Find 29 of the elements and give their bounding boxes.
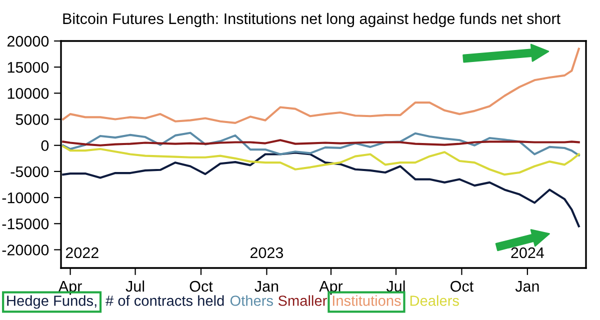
x-tick-label: Jul	[386, 280, 405, 292]
x-tick-label: Oct	[450, 280, 474, 292]
y-tick-label: -20000	[2, 244, 49, 256]
text: Hedge Funds,	[7, 295, 96, 309]
text: Dealers	[410, 295, 459, 306]
x-tick-label: Oct	[190, 280, 213, 292]
x-tick-label: Jul	[126, 280, 144, 292]
line-series	[62, 48, 580, 124]
y-tick-label: 0	[41, 140, 49, 152]
text: Institutions	[332, 295, 401, 306]
y-tick-label: 20000	[7, 36, 49, 47]
annotation: 2022	[66, 247, 98, 258]
text: # of contracts held	[106, 295, 224, 306]
line-series	[62, 132, 580, 156]
annotation: 2024	[511, 247, 544, 258]
y-tick-label: 15000	[8, 62, 49, 73]
y-tick-label: -5000	[10, 166, 49, 178]
text: Others	[230, 295, 273, 306]
y-tick-label: 5000	[16, 114, 49, 125]
text: Smaller	[278, 295, 327, 306]
line-series	[62, 152, 580, 228]
chart-title: Bitcoin Futures Length: Institutions net long against hedge funds net short	[63, 12, 560, 28]
x-tick-label: Jan	[515, 281, 539, 292]
x-tick-label: Jan	[254, 281, 278, 292]
line-series	[62, 145, 580, 176]
annotation: 2023	[250, 247, 284, 258]
y-tick-label: -15000	[2, 218, 49, 230]
y-tick-label: 10000	[8, 88, 49, 99]
y-tick-label: -10000	[2, 192, 49, 204]
